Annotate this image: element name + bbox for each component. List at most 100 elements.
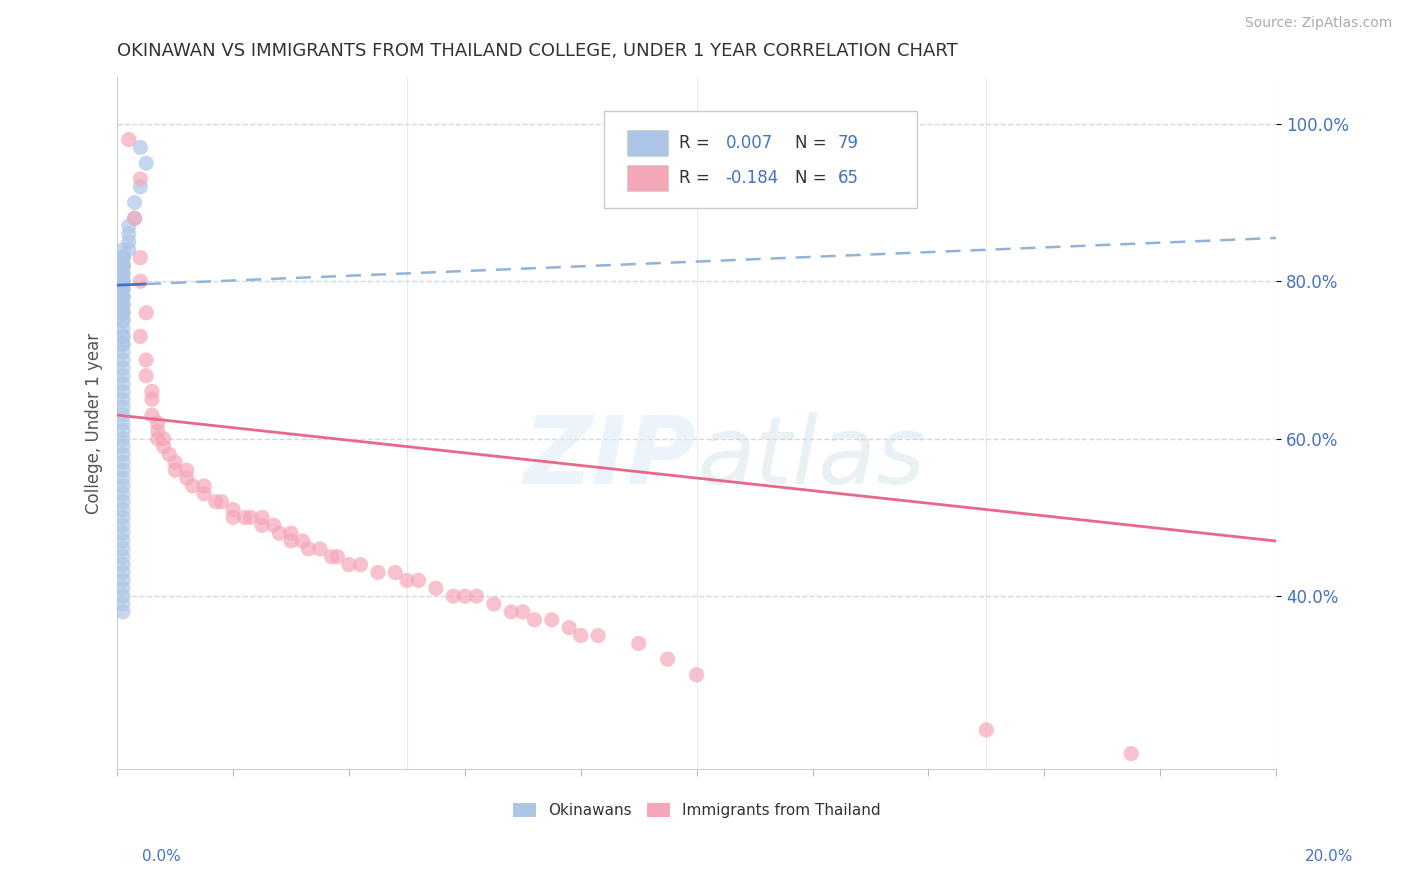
Point: [111, 494, 134, 508]
Point: [111, 259, 134, 273]
Text: R =: R =: [679, 134, 716, 153]
Point: [124, 211, 146, 226]
Point: [111, 274, 134, 288]
Point: [111, 251, 134, 265]
Point: [111, 566, 134, 580]
Point: [540, 613, 562, 627]
Point: [111, 313, 134, 327]
Point: [269, 526, 291, 541]
Point: [280, 534, 302, 549]
Point: [558, 621, 581, 635]
Point: [111, 282, 134, 296]
Point: [111, 502, 134, 516]
Point: [141, 384, 163, 399]
Point: [111, 266, 134, 280]
Point: [111, 313, 134, 327]
Point: [124, 211, 146, 226]
Point: [111, 298, 134, 312]
Point: [250, 510, 273, 524]
Point: [111, 368, 134, 383]
Point: [297, 541, 319, 556]
Point: [111, 259, 134, 273]
Point: [152, 440, 174, 454]
Point: [204, 494, 226, 508]
Point: [111, 321, 134, 335]
Point: [482, 597, 505, 611]
Point: [152, 432, 174, 446]
Point: [111, 479, 134, 493]
Point: [111, 290, 134, 304]
Point: [111, 597, 134, 611]
Point: [454, 589, 477, 603]
Point: [465, 589, 488, 603]
Text: 79: 79: [838, 134, 859, 153]
Point: [111, 416, 134, 430]
Point: [111, 541, 134, 556]
Point: [129, 179, 152, 194]
Point: [111, 259, 134, 273]
Text: ZIP: ZIP: [524, 411, 696, 504]
Point: [129, 251, 152, 265]
Point: [337, 558, 360, 572]
Point: [111, 282, 134, 296]
Point: [512, 605, 534, 619]
Text: atlas: atlas: [696, 412, 925, 503]
Point: [111, 306, 134, 320]
Point: [111, 510, 134, 524]
Point: [395, 574, 418, 588]
Point: [135, 156, 157, 170]
Point: [111, 306, 134, 320]
Point: [111, 440, 134, 454]
Point: [111, 274, 134, 288]
Point: [118, 235, 141, 249]
Point: [111, 306, 134, 320]
Point: [165, 455, 187, 469]
Point: [349, 558, 371, 572]
Point: [135, 353, 157, 368]
Point: [111, 408, 134, 422]
Point: [146, 424, 169, 438]
Text: 20.0%: 20.0%: [1305, 849, 1353, 863]
Point: [111, 549, 134, 564]
Point: [291, 534, 314, 549]
Point: [111, 251, 134, 265]
Point: [111, 384, 134, 399]
Point: [111, 274, 134, 288]
Point: [129, 172, 152, 186]
Point: [181, 479, 204, 493]
Point: [111, 266, 134, 280]
Point: [976, 723, 998, 737]
Point: [111, 447, 134, 461]
Point: [111, 455, 134, 469]
Point: [141, 408, 163, 422]
Point: [1121, 747, 1143, 761]
Point: [384, 566, 406, 580]
Point: [501, 605, 523, 619]
Text: R =: R =: [679, 169, 716, 186]
Point: [176, 463, 198, 477]
Point: [111, 353, 134, 368]
Y-axis label: College, Under 1 year: College, Under 1 year: [86, 333, 103, 514]
Point: [326, 549, 349, 564]
Point: [118, 132, 141, 146]
Point: [586, 628, 609, 642]
Bar: [627, 130, 668, 156]
Point: [111, 463, 134, 477]
Point: [111, 298, 134, 312]
FancyBboxPatch shape: [605, 112, 917, 208]
Point: [111, 401, 134, 415]
Point: [111, 432, 134, 446]
Point: [146, 432, 169, 446]
Point: [111, 290, 134, 304]
Point: [111, 298, 134, 312]
Point: [135, 306, 157, 320]
Point: [111, 424, 134, 438]
Point: [176, 471, 198, 485]
Point: [111, 337, 134, 351]
Point: [111, 243, 134, 257]
Point: [263, 518, 285, 533]
Point: [157, 447, 180, 461]
Text: N =: N =: [796, 134, 832, 153]
Legend: Okinawans, Immigrants from Thailand: Okinawans, Immigrants from Thailand: [506, 797, 887, 824]
Point: [111, 360, 134, 375]
